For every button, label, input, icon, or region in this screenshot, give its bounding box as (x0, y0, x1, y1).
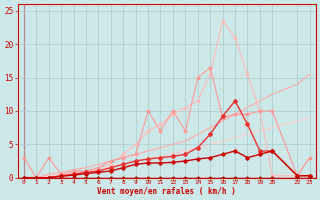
X-axis label: Vent moyen/en rafales ( km/h ): Vent moyen/en rafales ( km/h ) (97, 187, 236, 196)
